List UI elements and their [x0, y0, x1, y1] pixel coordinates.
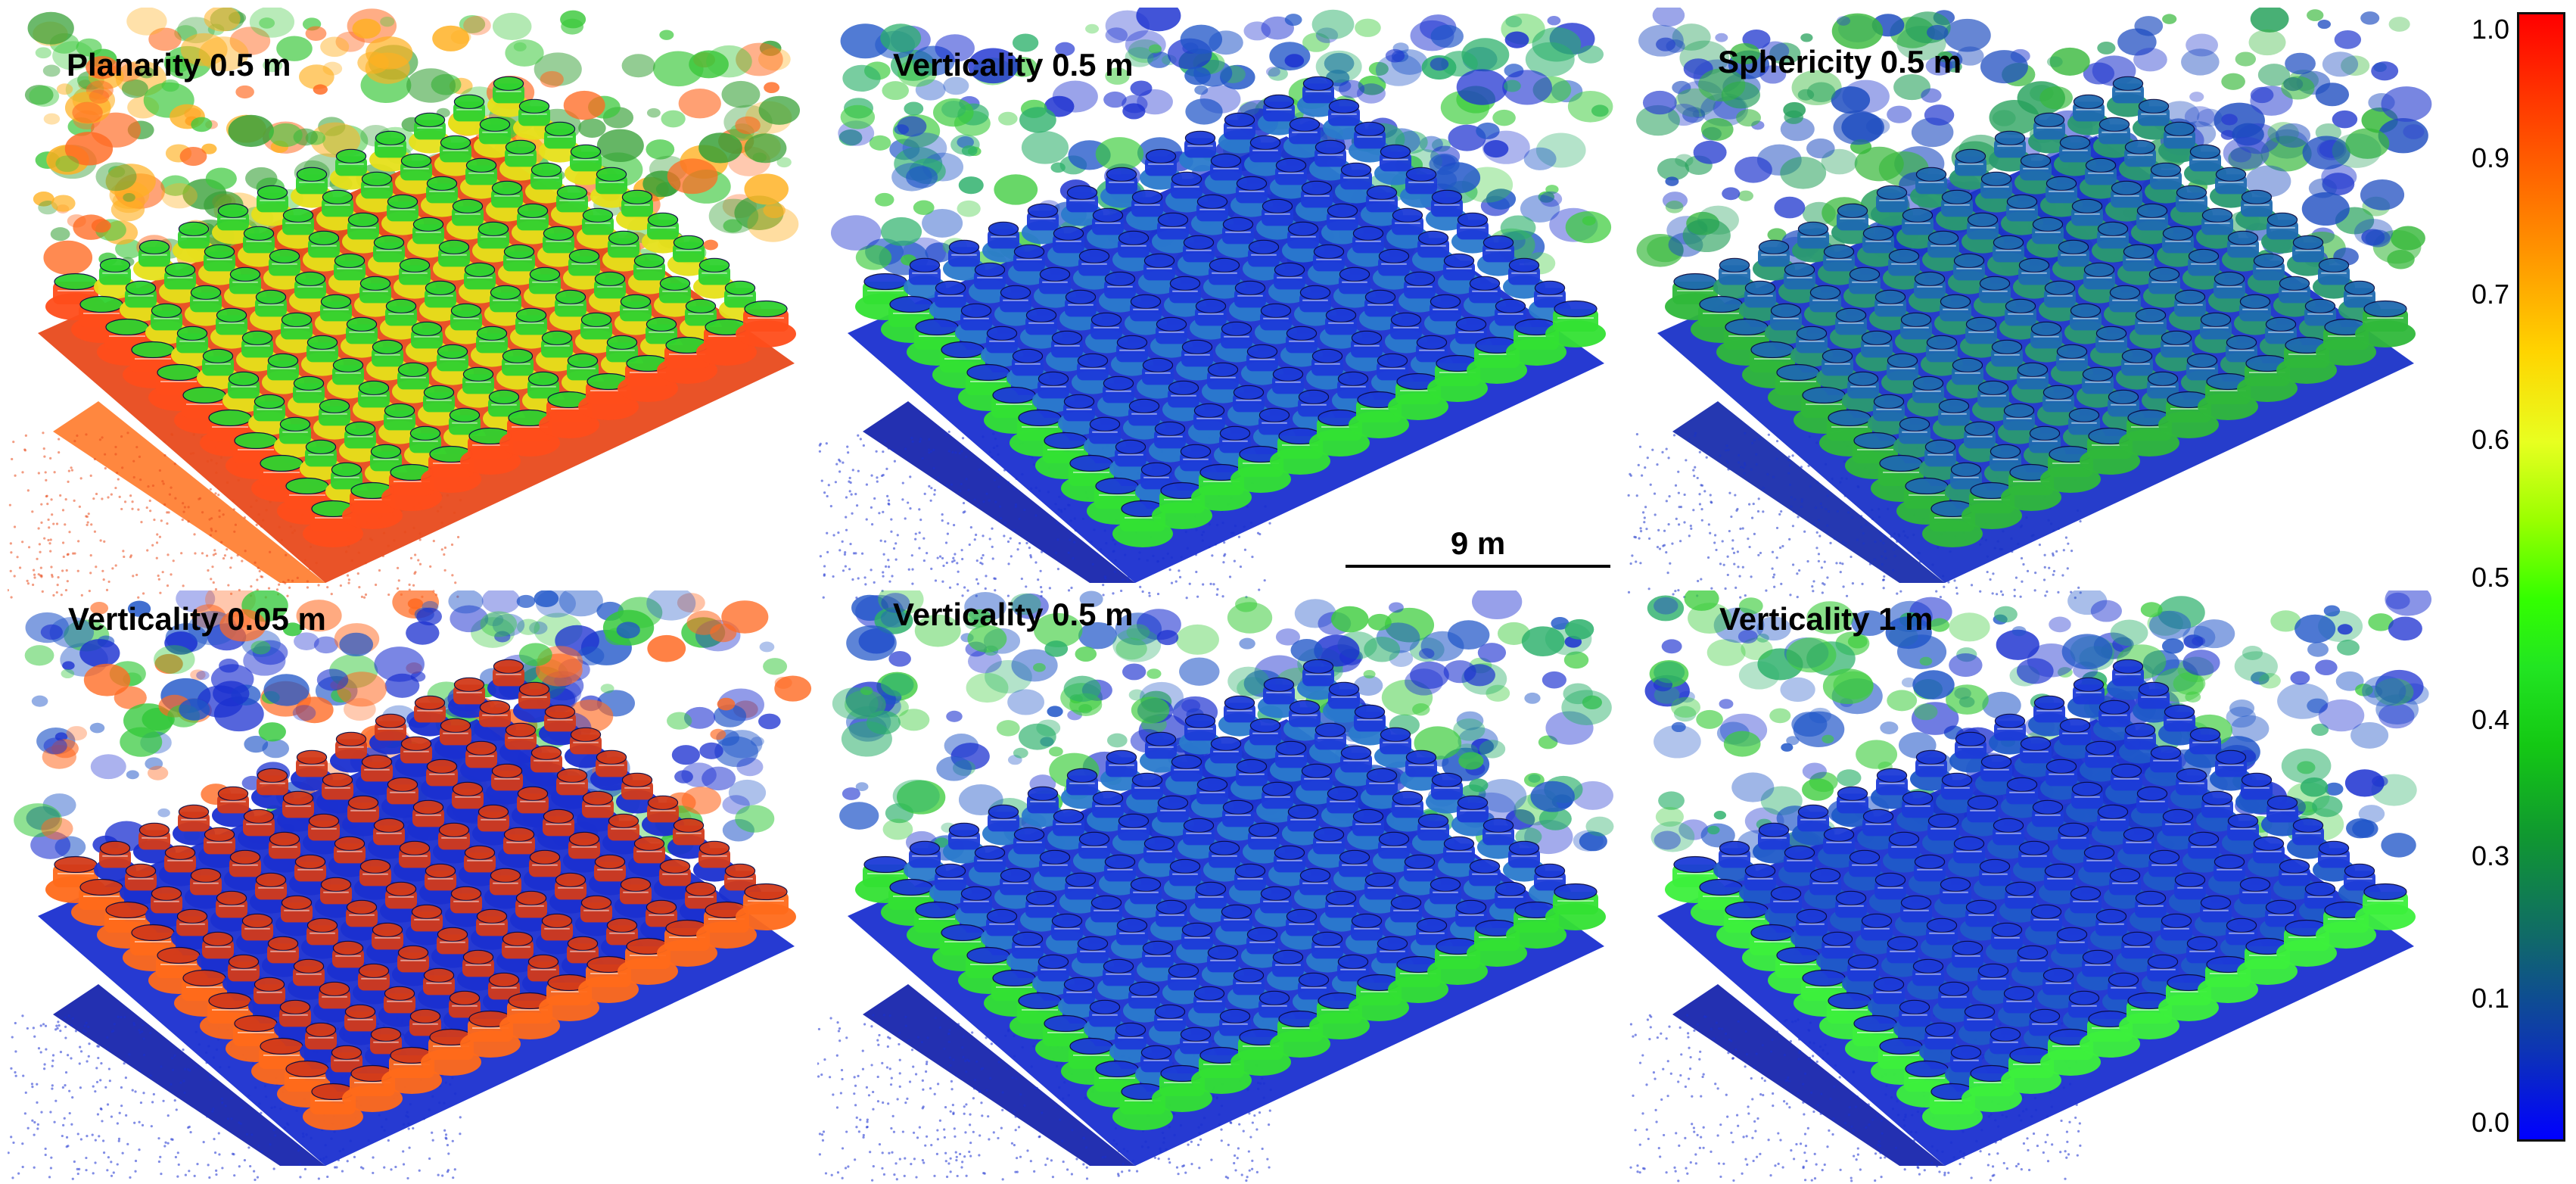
colorbar-tick: 0.4 [2471, 704, 2509, 735]
panel-verticality-1m: Verticality 1 m [1627, 590, 2435, 1182]
panel-title: Verticality 0.05 m [68, 601, 326, 637]
panel-title: Sphericity 0.5 m [1718, 44, 1962, 79]
point-cloud-render [8, 8, 801, 599]
panel-verticality-0-5m-bottom: Verticality 0.5 m [817, 590, 1626, 1182]
panel-verticality-0-5m-top: Verticality 0.5 m [817, 8, 1626, 600]
panel-verticality-0-05m: Verticality 0.05 m [8, 590, 816, 1182]
panel-title: Verticality 0.5 m [893, 47, 1134, 83]
scale-bar-label: 9 m [1450, 525, 1506, 561]
panel-title: Planarity 0.5 m [67, 47, 291, 83]
colorbar-tick: 0.7 [2471, 279, 2509, 310]
scale-bar: 9 m [1330, 522, 1612, 583]
colorbar-tick: 0.1 [2471, 983, 2509, 1014]
panel-title: Verticality 0.5 m [893, 597, 1134, 632]
panel-planarity-0-5m: Planarity 0.5 m [8, 8, 816, 600]
point-cloud-render [1629, 590, 2432, 1182]
colorbar-tick: 0.0 [2471, 1107, 2509, 1138]
colorbar-tick: 0.6 [2471, 424, 2509, 455]
point-cloud-render [1627, 8, 2432, 600]
colorbar-tick: 1.0 [2471, 14, 2509, 45]
point-cloud-render [818, 8, 1613, 600]
colorbar-tick: 0.3 [2471, 840, 2509, 871]
panel-title: Verticality 1 m [1719, 601, 1934, 637]
point-cloud-render [8, 590, 812, 1182]
colorbar-tick: 0.5 [2471, 562, 2509, 593]
colorbar-tick: 0.9 [2471, 142, 2509, 173]
scale-bar-line [1346, 565, 1610, 568]
panel-sphericity-0-5m: Sphericity 0.5 m [1627, 8, 2435, 600]
point-cloud-render [817, 590, 1614, 1182]
colorbar [2517, 12, 2565, 1142]
